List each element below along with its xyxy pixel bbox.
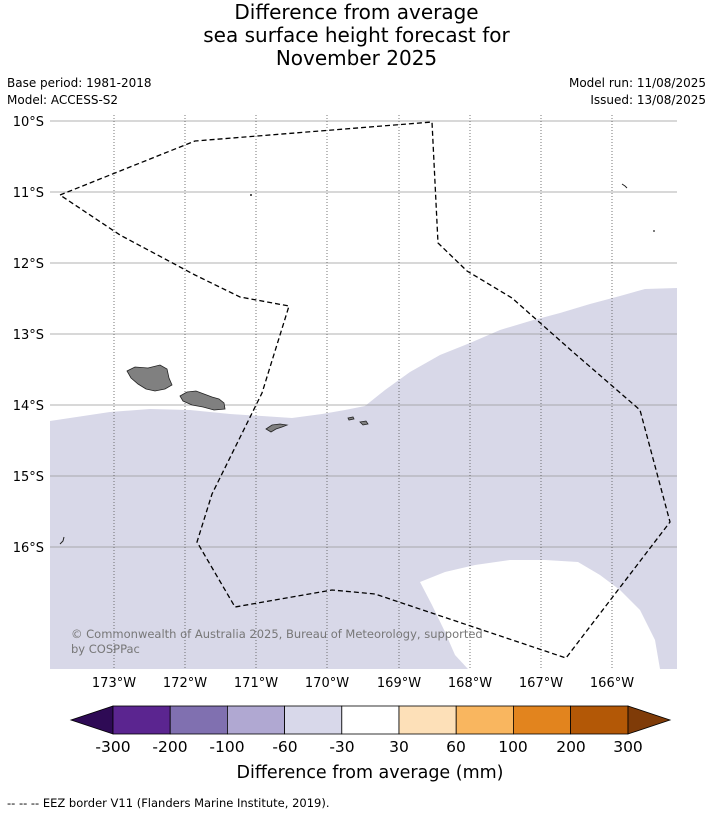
issued-date: Issued: 13/08/2025	[590, 93, 706, 107]
colorbar-segment	[169, 705, 228, 735]
lat-label: 15°S	[13, 470, 44, 485]
colorbar-tick: 300	[613, 738, 643, 756]
colorbar-tick: 30	[389, 738, 409, 756]
upolu-island	[179, 390, 226, 411]
copyright-line-2: by COSPPac	[71, 642, 140, 656]
colorbar-segment	[226, 705, 285, 735]
copyright-line-1: © Commonwealth of Australia 2025, Bureau…	[71, 627, 483, 641]
lon-label: 172°W	[163, 676, 207, 691]
small-island-d	[59, 536, 65, 545]
lat-label: 16°S	[13, 541, 44, 556]
base-period: Base period: 1981-2018	[7, 76, 152, 90]
savaii-island	[126, 364, 173, 392]
lat-label: 10°S	[13, 115, 44, 130]
lat-label: 14°S	[13, 399, 44, 414]
colorbar-segment	[341, 705, 400, 735]
colorbar-segment	[455, 705, 514, 735]
colorbar-segment	[513, 705, 572, 735]
colorbar-segment	[570, 705, 629, 735]
tutuila-island	[265, 423, 289, 433]
lon-label: 171°W	[234, 676, 278, 691]
lat-labels: 10°S 11°S 12°S 13°S 14°S 15°S 16°S	[13, 115, 44, 556]
map-area	[50, 115, 677, 669]
colorbar-segment	[398, 705, 457, 735]
small-island-a	[250, 194, 252, 196]
gridlines	[50, 115, 677, 669]
colorbar-tick: -60	[272, 738, 297, 756]
title-line-2: sea surface height forecast for	[203, 23, 510, 47]
lon-label: 170°W	[305, 676, 349, 691]
lon-label: 166°W	[590, 676, 634, 691]
small-island-b	[621, 183, 628, 189]
colorbar-high-extend	[627, 705, 672, 735]
anomaly-region	[50, 288, 677, 669]
colorbar-low-extend	[69, 705, 114, 735]
model-name: Model: ACCESS-S2	[7, 93, 119, 107]
colorbar-label: Difference from average (mm)	[236, 763, 503, 783]
lat-label: 11°S	[13, 186, 44, 201]
colorbar-tick: -30	[329, 738, 354, 756]
colorbar-tick: 100	[498, 738, 528, 756]
lon-label: 169°W	[377, 676, 421, 691]
tau-island	[359, 420, 369, 426]
lat-label: 12°S	[13, 257, 44, 272]
colorbar-tick: 200	[556, 738, 586, 756]
lon-label: 167°W	[519, 676, 563, 691]
lon-labels: 173°W 172°W 171°W 170°W 169°W 168°W 167°…	[92, 676, 634, 691]
colorbar-segment	[284, 705, 343, 735]
ofu-island	[347, 416, 355, 421]
lon-label: 168°W	[448, 676, 492, 691]
colorbar-tick: 60	[446, 738, 466, 756]
title-line-3: November 2025	[275, 46, 438, 70]
colorbar-tick: -100	[209, 738, 244, 756]
eez-border-line	[58, 121, 671, 659]
lon-label: 173°W	[92, 676, 136, 691]
colorbar-segment	[112, 705, 171, 735]
title-line-1: Difference from average	[234, 0, 479, 24]
colorbar-ticks: -300 -200 -100 -60 -30 30 60 100 200 300	[95, 738, 642, 756]
colorbar	[69, 705, 672, 735]
lat-label: 13°S	[13, 328, 44, 343]
model-run: Model run: 11/08/2025	[568, 76, 706, 90]
eez-legend: -- -- -- EEZ border V11 (Flanders Marine…	[7, 796, 330, 810]
colorbar-tick: -300	[95, 738, 130, 756]
colorbar-tick: -200	[152, 738, 187, 756]
small-island-c	[653, 230, 655, 232]
